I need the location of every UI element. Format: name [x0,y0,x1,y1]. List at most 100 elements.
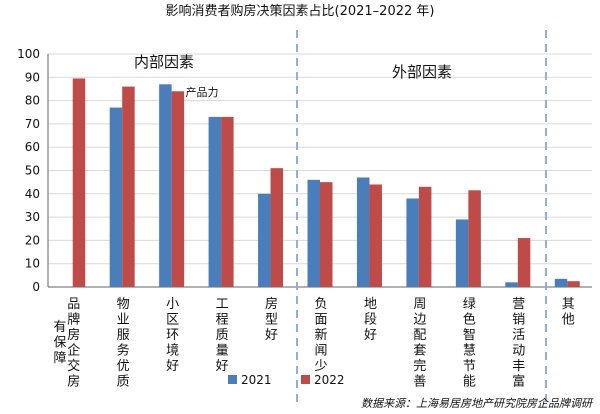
y-tick-label: 20 [25,233,40,247]
x-tick-label: 质 [216,328,229,343]
x-tick-label: 丰 [512,359,525,374]
x-tick-label: 工 [216,297,229,312]
x-tick-label: 少 [314,359,327,374]
chart-title: 影响消费者购房决策因素占比(2021–2022 年) [166,3,435,19]
gridlines [48,53,592,265]
x-tick-label: 业 [117,313,130,328]
bar-2022 [320,182,333,287]
source-note: 数据来源：上海易居房地产研究院房企品牌调研 [361,397,594,410]
bar-2022 [72,78,86,287]
bar-2022 [418,186,432,287]
x-tick-label: 服 [117,328,130,343]
x-tick-label: 他 [562,313,575,328]
bar-2021 [258,193,271,287]
y-tick-label: 0 [32,280,40,294]
y-tick-label: 30 [25,210,40,224]
x-tick-label: 其 [562,297,575,312]
x-tick-label: 区 [166,313,179,328]
bar-2022 [221,116,234,287]
x-tick-label: 段 [364,313,377,328]
x-tick-label: 房 [265,296,278,312]
bar-2022 [270,168,284,287]
x-tick-label: 房 [67,327,80,343]
x-tick-label: 绿 [463,297,476,312]
bar-2021 [554,278,568,287]
external-factors-label: 外部因素 [392,63,452,81]
y-tick-label: 50 [25,164,40,178]
x-tick-label: 优 [117,359,130,374]
x-tick-label: 色 [463,312,476,328]
x-tick-label: 节 [463,359,476,374]
x-tick-label: 程 [216,313,229,328]
y-axis: 0 10 20 30 40 50 60 70 80 90 100 [17,47,592,294]
x-tick-label: 慧 [463,343,476,359]
x-tick-label: 务 [117,343,130,359]
y-tick-label: 10 [25,257,40,271]
legend: 2021 2022 [228,373,345,387]
bar-2021 [505,282,518,287]
x-tick-label: 新 [314,327,327,343]
x-tick-label: 交 [67,358,80,374]
product-strength-label: 产品力 [186,85,219,99]
x-tick-label: 好 [216,359,229,374]
legend-label-2021: 2021 [241,373,272,387]
x-tick-label: 配 [413,328,426,343]
x-tick-label: 周 [413,297,426,312]
y-tick-label: 90 [25,70,40,84]
x-tick-label: 边 [413,313,426,328]
x-tick-label: 型 [265,313,278,328]
legend-swatch-2021 [228,375,237,384]
x-tick-label: 善 [413,374,426,390]
x-tick-label: 有 [53,320,66,335]
bar-2022 [468,190,481,287]
bar-2021 [109,107,123,287]
x-tick-label: 房 [67,374,80,390]
bars [72,78,580,288]
x-tick-label: 企 [67,343,80,359]
x-tick-label: 套 [413,343,426,359]
x-tick-label: 面 [314,313,327,328]
x-tick-label: 牌 [67,312,80,328]
bar-2022 [517,238,531,287]
bar-2021 [208,116,222,287]
legend-label-2022: 2022 [314,373,345,387]
x-tick-label: 活 [512,328,525,343]
bar-2022 [369,184,382,287]
bar-2022 [171,91,185,287]
bar-2022 [567,281,580,287]
internal-factors-label: 内部因素 [134,53,194,71]
bar-2022 [122,86,135,288]
bar-2021 [406,198,419,287]
y-tick-label: 60 [25,140,40,154]
x-tick-label: 营 [512,297,525,312]
x-tick-label: 保 [53,336,66,351]
x-tick-label: 好 [364,328,377,343]
x-tick-label: 动 [512,344,525,359]
bar-2021 [455,219,469,287]
x-tick-label: 境 [166,344,179,359]
x-tick-label: 完 [413,359,426,374]
x-tick-label: 地 [364,297,377,312]
y-tick-label: 80 [25,94,40,108]
x-tick-label: 好 [166,359,179,374]
y-tick-label: 100 [17,47,40,61]
x-tick-label: 品 [67,297,80,312]
x-tick-label: 富 [512,374,525,390]
bar-2021 [307,179,320,287]
y-tick-label: 70 [25,117,40,131]
x-tick-label: 质 [117,375,130,390]
x-tick-label: 小 [166,297,179,312]
x-axis-labels: 品牌房企交房物业服务优质小区环境好工程质量好房型好负面新闻少地段好周边配套完善绿… [53,296,574,390]
x-tick-label: 闻 [314,344,327,359]
legend-swatch-2022 [301,375,310,384]
x-tick-label: 障 [53,351,66,366]
y-tick-label: 40 [25,187,40,201]
bar-2021 [159,84,172,287]
x-tick-label: 能 [463,375,476,390]
x-tick-label: 量 [216,344,229,359]
x-tick-label: 销 [512,313,525,328]
x-tick-label: 负 [314,297,327,312]
x-tick-label: 环 [166,328,179,343]
x-tick-label: 物 [117,297,130,312]
